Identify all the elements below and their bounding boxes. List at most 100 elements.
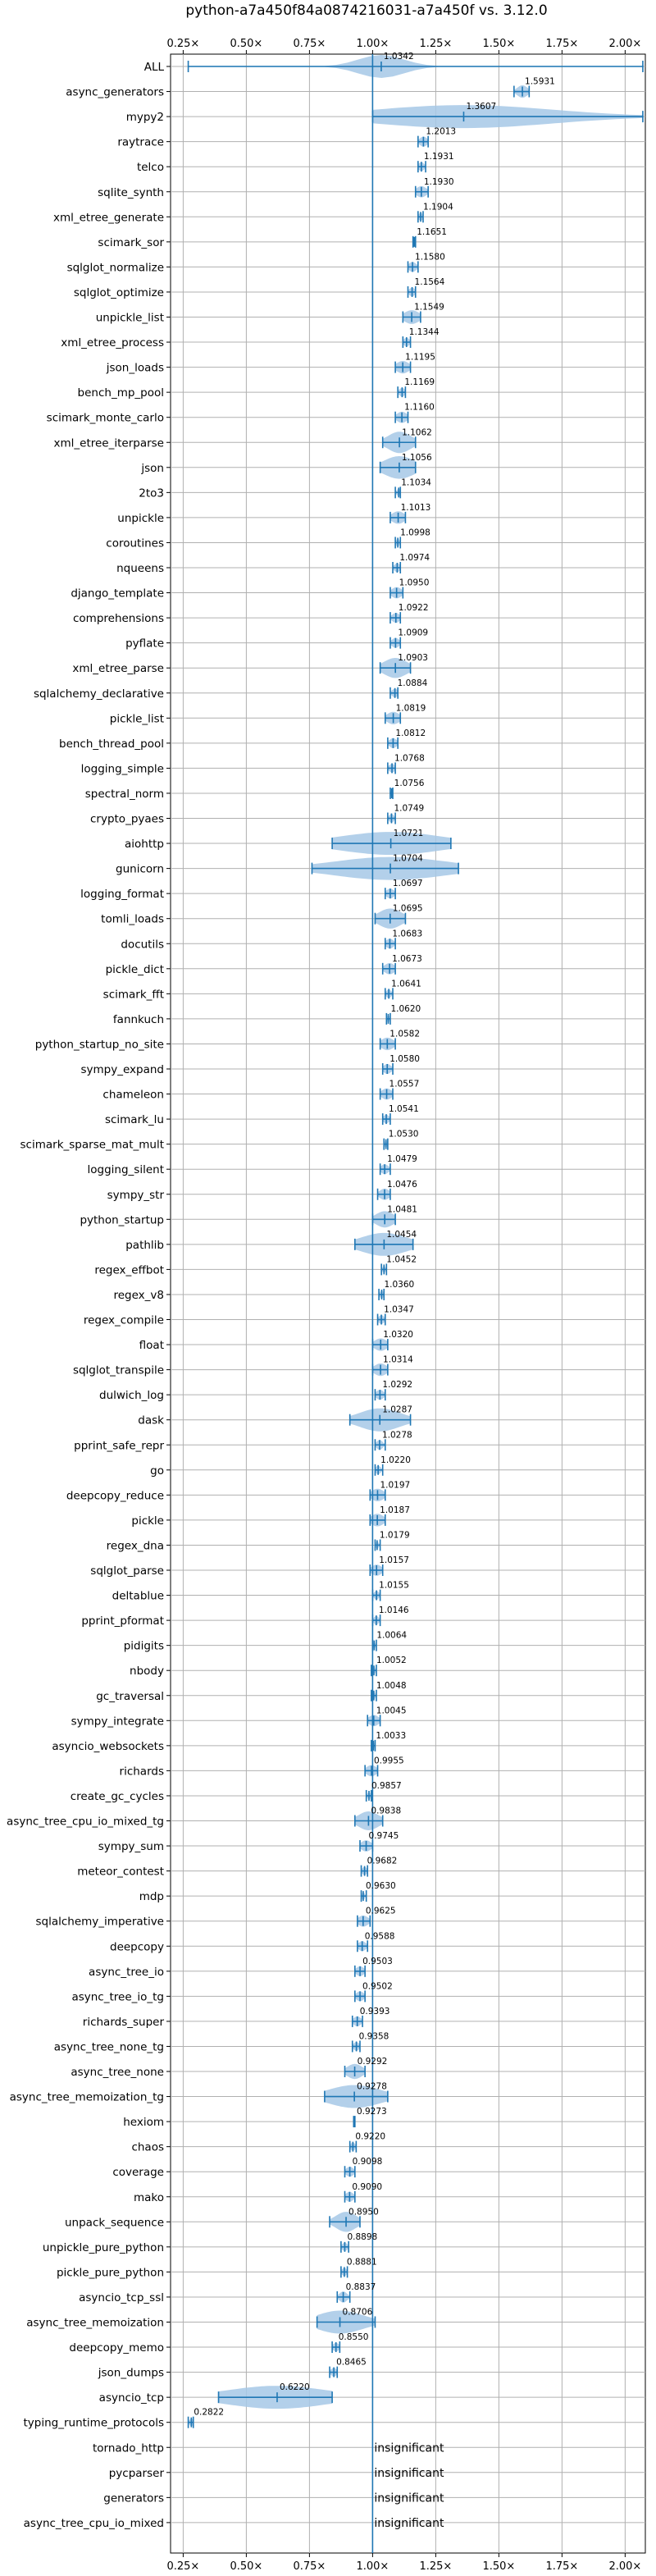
value-label-chameleon: 1.0557 (390, 1080, 420, 1089)
value-label-unpack-sequence: 0.8950 (348, 2207, 379, 2217)
value-label-sqlglot-transpile: 1.0314 (383, 1355, 413, 1365)
category-label-sqlglot-optimize: sqlglot_optimize (74, 286, 164, 299)
value-label-async-tree-io: 0.9503 (362, 1957, 393, 1966)
category-label-pidigits: pidigits (124, 1640, 164, 1653)
category-label-typing-runtime-protocols: typing_runtime_protocols (24, 2417, 165, 2430)
category-label-raytrace: raytrace (117, 136, 164, 149)
value-label-logging-format: 1.0697 (393, 879, 423, 888)
x-tick-label-bottom: 0.25× (166, 2560, 199, 2573)
category-label-create-gc-cycles: create_gc_cycles (71, 1790, 164, 1803)
value-label-crypto-pyaes: 1.0749 (394, 804, 424, 814)
category-label-chameleon: chameleon (102, 1089, 164, 1102)
value-label-async-tree-memoization: 0.8706 (343, 2308, 373, 2318)
value-label-async-tree-io-tg: 0.9502 (362, 1981, 393, 1991)
value-label-dulwich-log: 1.0292 (382, 1380, 412, 1390)
value-label-chaos: 0.9220 (355, 2132, 385, 2142)
category-label-telco: telco (137, 161, 164, 174)
value-label-gunicorn: 1.0704 (393, 854, 423, 864)
value-label-pprint-pformat: 1.0146 (379, 1605, 409, 1615)
value-label-sympy-str: 1.0476 (387, 1180, 417, 1190)
x-tick-label-top: 2.00× (608, 38, 641, 50)
x-tick-label-bottom: 1.25× (419, 2560, 452, 2573)
category-label-regex-compile: regex_compile (84, 1314, 164, 1327)
category-label-async-tree-cpu-io-mixed: async_tree_cpu_io_mixed (24, 2517, 164, 2530)
value-label-richards-super: 0.9393 (360, 2007, 390, 2016)
value-label-async-tree-cpu-io-mixed-tg: 0.9838 (371, 1806, 401, 1816)
value-label-create-gc-cycles: 0.9857 (371, 1781, 402, 1791)
category-label-deepcopy-reduce: deepcopy_reduce (66, 1489, 164, 1502)
value-label-scimark-sor: 1.1651 (417, 227, 447, 237)
category-label-docutils: docutils (121, 938, 164, 951)
category-label-regex-dna: regex_dna (107, 1539, 164, 1552)
category-label-spectral-norm: spectral_norm (85, 788, 164, 801)
value-label-logging-simple: 1.0768 (394, 753, 425, 763)
value-label-aiohttp: 1.0721 (394, 829, 424, 838)
category-label-hexiom: hexiom (123, 2116, 164, 2129)
value-label-sqlglot-normalize: 1.1580 (415, 252, 445, 262)
value-label-sqlglot-optimize: 1.1564 (415, 277, 445, 287)
value-label-sympy-integrate: 1.0045 (376, 1706, 407, 1715)
value-label-2to3: 1.1034 (401, 477, 431, 487)
value-label-coverage: 0.9098 (353, 2157, 383, 2167)
x-tick-label-bottom: 2.00× (608, 2560, 641, 2573)
category-label-unpack-sequence: unpack_sequence (65, 2216, 164, 2229)
category-label-mdp: mdp (139, 1890, 164, 1903)
x-tick-label-top: 0.75× (293, 38, 326, 50)
value-label-gc-traversal: 1.0048 (376, 1681, 407, 1691)
value-label-async-tree-memoization-tg: 0.9278 (357, 2082, 387, 2092)
category-label-scimark-fft: scimark_fft (103, 988, 164, 1001)
value-label-pickle: 1.0187 (380, 1505, 410, 1515)
category-label-json-loads: json_loads (106, 362, 164, 375)
value-label-logging-silent: 1.0479 (387, 1154, 417, 1164)
category-label-python-startup-no-site: python_startup_no_site (35, 1038, 164, 1051)
value-label-nqueens: 1.0974 (399, 553, 430, 563)
category-label-gunicorn: gunicorn (116, 863, 164, 876)
insignificant-label-pycparser: insignificant (374, 2467, 444, 2480)
x-tick-label-top: 0.25× (166, 38, 199, 50)
value-label-unpickle-pure-python: 0.8898 (347, 2232, 377, 2242)
category-label-pickle-list: pickle_list (110, 712, 164, 725)
category-label-asyncio-websockets: asyncio_websockets (52, 1740, 164, 1753)
category-label-async-tree-memoization-tg: async_tree_memoization_tg (10, 2091, 164, 2104)
x-tick-label-bottom: 0.75× (293, 2560, 326, 2573)
value-label-asyncio-tcp: 0.6220 (280, 2382, 310, 2392)
y-axis-categories: ALL async_generators mypy2 raytrace telco sql… (7, 61, 164, 2530)
category-label-async-tree-cpu-io-mixed-tg: async_tree_cpu_io_mixed_tg (7, 1816, 164, 1829)
category-label-deltablue: deltablue (112, 1590, 164, 1603)
category-label-bench-mp-pool: bench_mp_pool (78, 386, 164, 400)
category-label-crypto-pyaes: crypto_pyaes (90, 813, 164, 826)
category-label-regex-v8: regex_v8 (113, 1289, 164, 1302)
value-label-regex-compile: 1.0347 (384, 1305, 414, 1315)
category-label-async-tree-none-tg: async_tree_none_tg (54, 2040, 164, 2053)
category-label-asyncio-tcp-ssl: asyncio_tcp_ssl (79, 2291, 164, 2304)
category-label-mypy2: mypy2 (126, 111, 164, 124)
category-label-pathlib: pathlib (125, 1239, 164, 1252)
category-label-sqlalchemy-declarative: sqlalchemy_declarative (34, 687, 164, 701)
value-label-regex-effbot: 1.0452 (386, 1254, 417, 1264)
category-label-xml-etree-parse: xml_etree_parse (72, 662, 164, 675)
category-label-sqlalchemy-imperative: sqlalchemy_imperative (36, 1916, 165, 1929)
category-label-xml-etree-process: xml_etree_process (61, 336, 164, 349)
value-label-pickle-dict: 1.0673 (392, 954, 422, 964)
category-label-regex-effbot: regex_effbot (94, 1263, 164, 1277)
category-label-coroutines: coroutines (106, 537, 164, 550)
category-label-sympy-str: sympy_str (107, 1189, 165, 1202)
value-label-pprint-safe-repr: 1.0278 (382, 1430, 412, 1440)
value-label-go: 1.0220 (380, 1455, 411, 1465)
category-label-coverage: coverage (112, 2166, 164, 2179)
x-tick-label-top: 0.50× (230, 38, 262, 50)
value-label-pathlib: 1.0454 (386, 1230, 417, 1240)
range-markers (187, 61, 644, 2428)
x-tick-label-bottom: 1.00× (356, 2560, 389, 2573)
value-label-nbody: 1.0052 (376, 1656, 407, 1665)
category-label-logging-simple: logging_simple (81, 762, 164, 775)
category-label-chaos: chaos (131, 2141, 164, 2154)
value-label-docutils: 1.0683 (392, 929, 422, 939)
value-label-richards: 0.9955 (374, 1756, 404, 1765)
category-label-xml-etree-iterparse: xml_etree_iterparse (54, 436, 165, 450)
category-label-async-tree-io-tg: async_tree_io_tg (71, 1990, 164, 2003)
value-label-pyflate: 1.0909 (398, 628, 428, 638)
category-label-sqlglot-parse: sqlglot_parse (90, 1564, 164, 1578)
x-tick-label-top: 1.00× (356, 38, 389, 50)
